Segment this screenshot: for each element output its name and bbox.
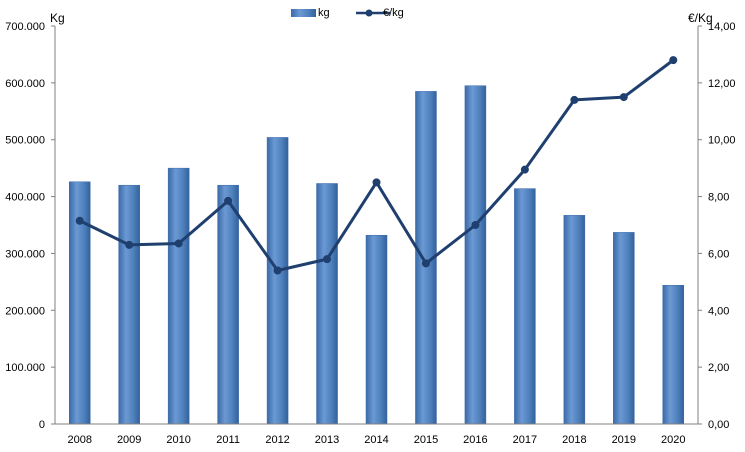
right-tick-label: 6,00 xyxy=(708,248,729,260)
point-eur-kg-2010 xyxy=(174,239,183,248)
right-axis-unit-label: €/Kg xyxy=(688,11,713,25)
bar-kg-2016 xyxy=(464,85,487,425)
left-tick-label: 300.000 xyxy=(5,248,45,260)
point-eur-kg-2015 xyxy=(421,259,430,268)
x-tick-label: 2013 xyxy=(315,434,339,446)
left-axis-ticks: 0 100.000 200.000 300.000 400.000 500.000 600.… xyxy=(5,21,55,431)
point-eur-kg-2018 xyxy=(570,95,579,104)
left-tick-label: 600.000 xyxy=(5,78,45,90)
point-eur-kg-2020 xyxy=(669,56,678,65)
bar-kg-2020 xyxy=(662,285,685,425)
legend: kg €/kg xyxy=(291,7,404,19)
x-tick-label: 2016 xyxy=(463,434,487,446)
point-eur-kg-2013 xyxy=(323,255,332,264)
right-tick-label: 10,00 xyxy=(708,135,736,147)
right-axis-ticks: 0,00 2,00 4,00 6,00 8,00 10,00 12,00 14,00 xyxy=(698,21,736,431)
x-tick-label: 2015 xyxy=(414,434,438,446)
x-tick-label: 2008 xyxy=(67,434,91,446)
x-tick-label: 2018 xyxy=(562,434,586,446)
x-tick-label: 2010 xyxy=(166,434,190,446)
bar-kg-2014 xyxy=(365,234,388,425)
left-axis-unit-label: Kg xyxy=(50,11,65,25)
x-tick-label: 2017 xyxy=(513,434,537,446)
bar-kg-2009 xyxy=(118,184,140,425)
point-eur-kg-2012 xyxy=(273,266,282,275)
x-tick-label: 2014 xyxy=(364,434,388,446)
point-eur-kg-2008 xyxy=(75,216,84,225)
left-tick-label: 200.000 xyxy=(5,305,45,317)
bar-kg-2010 xyxy=(167,167,190,425)
left-tick-label: 0 xyxy=(39,419,45,431)
x-tick-label: 2011 xyxy=(216,434,240,446)
x-tick-label: 2019 xyxy=(612,434,636,446)
right-tick-label: 4,00 xyxy=(708,305,729,317)
bar-kg-2013 xyxy=(316,183,338,425)
kg-bars xyxy=(68,85,685,425)
bar-kg-2011 xyxy=(217,184,239,425)
bar-kg-2018 xyxy=(563,215,586,425)
left-tick-label: 400.000 xyxy=(5,192,45,204)
left-tick-label: 500.000 xyxy=(5,135,45,147)
point-eur-kg-2019 xyxy=(619,93,628,102)
bar-kg-2017 xyxy=(514,188,536,425)
x-tick-label: 2012 xyxy=(265,434,289,446)
point-eur-kg-2011 xyxy=(224,196,233,205)
bar-kg-2019 xyxy=(613,232,635,425)
legend-label-kg: kg xyxy=(318,7,330,19)
x-tick-label: 2020 xyxy=(661,434,685,446)
right-tick-label: 0,00 xyxy=(708,419,729,431)
left-tick-label: 700.000 xyxy=(5,21,45,33)
x-tick-label: 2009 xyxy=(117,434,141,446)
point-eur-kg-2017 xyxy=(520,165,529,174)
eur-per-kg-line xyxy=(75,56,678,275)
right-tick-label: 8,00 xyxy=(708,192,729,204)
right-tick-label: 14,00 xyxy=(708,21,736,33)
legend-swatch-kg xyxy=(291,9,316,17)
left-tick-label: 100.000 xyxy=(5,362,45,374)
right-tick-label: 2,00 xyxy=(708,362,729,374)
point-eur-kg-2016 xyxy=(471,221,480,229)
right-tick-label: 12,00 xyxy=(708,78,736,90)
x-axis-ticks: 2008 2009 2010 2011 2012 2013 2014 2015 2016 2017… xyxy=(67,434,685,446)
bar-kg-2012 xyxy=(266,137,289,425)
legend-swatch-eur-marker xyxy=(365,9,373,17)
point-eur-kg-2014 xyxy=(372,178,381,187)
point-eur-kg-2009 xyxy=(125,240,134,249)
axes xyxy=(54,26,699,425)
legend-label-eur-kg: €/kg xyxy=(383,7,404,19)
